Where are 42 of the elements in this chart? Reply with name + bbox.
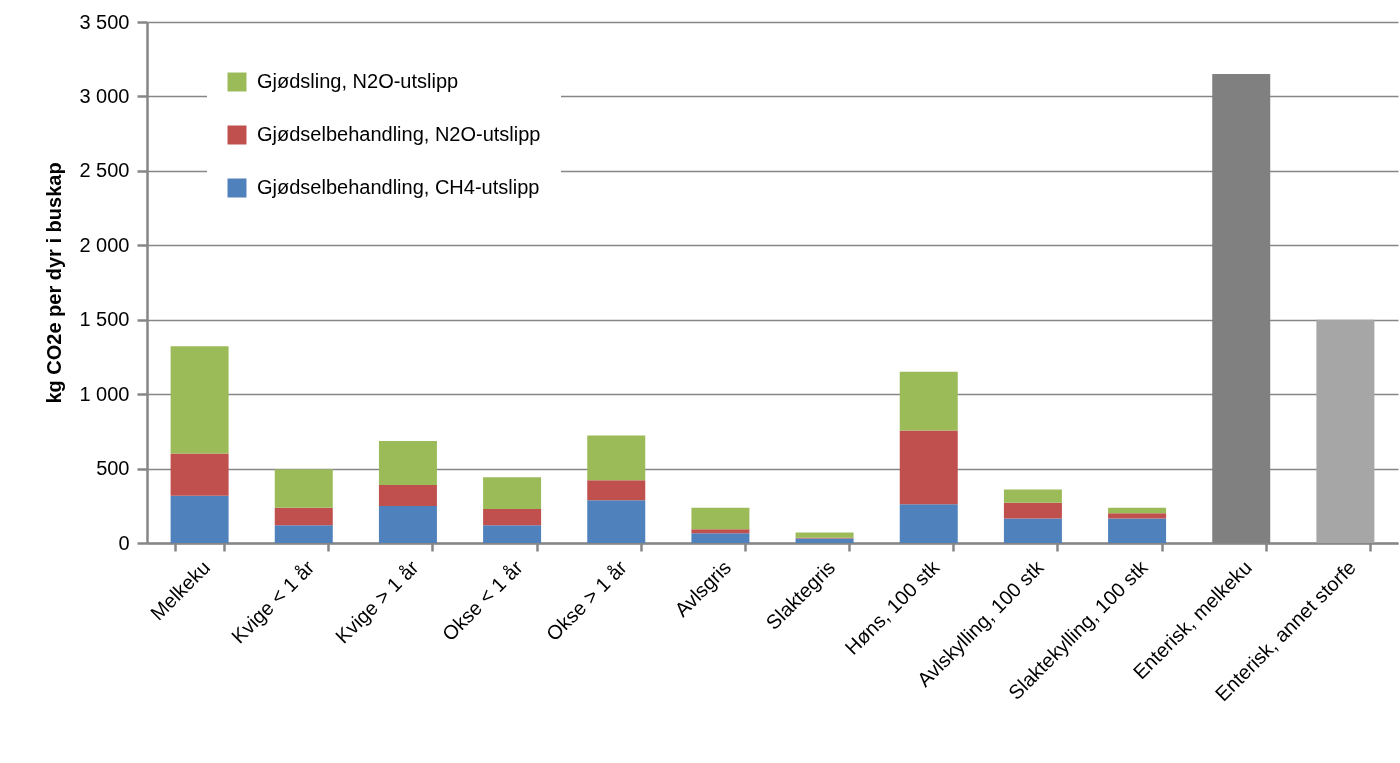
bar xyxy=(1003,489,1062,503)
bar xyxy=(378,441,437,485)
bar xyxy=(483,508,542,526)
y-axis-title: kg CO2e per dyr i buskap xyxy=(43,162,66,404)
y-tick-label: 500 xyxy=(96,457,130,480)
bar xyxy=(170,453,229,496)
y-tick-label: 0 xyxy=(118,531,130,554)
y-tick-label: 2 000 xyxy=(79,233,130,256)
bar xyxy=(691,507,750,530)
y-tick-label: 3 000 xyxy=(79,84,130,107)
bar xyxy=(1003,518,1062,543)
legend-label: Gjødsling, N2O-utslipp xyxy=(257,70,459,92)
bar xyxy=(1003,502,1062,519)
bar xyxy=(483,525,542,543)
bar xyxy=(587,480,646,501)
bar xyxy=(899,430,958,505)
bar xyxy=(1108,513,1167,519)
bar xyxy=(378,505,437,543)
y-tick-label: 3 500 xyxy=(79,10,130,33)
bar xyxy=(899,371,958,431)
bar xyxy=(378,484,437,506)
bar xyxy=(1316,319,1375,543)
bar xyxy=(274,525,333,543)
bar xyxy=(691,533,750,543)
bar xyxy=(795,538,854,543)
bar xyxy=(691,529,750,534)
bar xyxy=(170,346,229,454)
bar xyxy=(899,504,958,543)
bar xyxy=(274,507,333,526)
legend-label: Gjødselbehandling, N2O-utslipp xyxy=(257,123,541,145)
bar xyxy=(587,500,646,543)
bar xyxy=(1108,518,1167,543)
bar xyxy=(795,532,854,538)
bar xyxy=(274,469,333,508)
legend-label: Gjødselbehandling, CH4-utslipp xyxy=(257,176,540,198)
bar xyxy=(483,477,542,509)
y-tick-label: 1 000 xyxy=(79,382,130,405)
bar xyxy=(170,495,229,543)
bar xyxy=(1108,507,1167,514)
bar xyxy=(587,435,646,481)
y-tick-label: 1 500 xyxy=(79,308,130,331)
y-tick-label: 2 500 xyxy=(79,159,130,182)
